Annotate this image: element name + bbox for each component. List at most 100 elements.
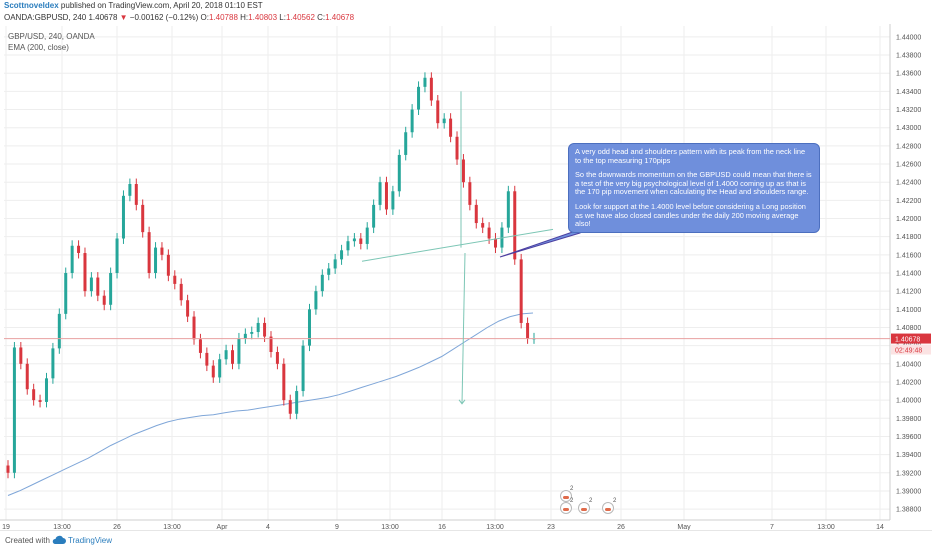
candle[interactable]: [365, 227, 369, 244]
candle[interactable]: [12, 347, 16, 473]
candle[interactable]: [237, 338, 241, 364]
candle[interactable]: [391, 191, 395, 210]
candle[interactable]: [160, 247, 164, 255]
candle[interactable]: [359, 238, 363, 244]
candle[interactable]: [70, 245, 74, 273]
y-tick-label: 1.41200: [896, 289, 921, 296]
candle[interactable]: [173, 275, 177, 284]
candle[interactable]: [333, 259, 337, 269]
candle[interactable]: [109, 273, 113, 305]
candle[interactable]: [455, 136, 459, 160]
tradingview-logo-text[interactable]: TradingView: [68, 536, 113, 545]
candle[interactable]: [442, 118, 446, 124]
candle[interactable]: [519, 259, 523, 323]
candle[interactable]: [423, 77, 427, 87]
price-chart[interactable]: 1.38800 1.39000 1.39200 1.39400 1.39600 1.398…: [0, 24, 932, 530]
neckline-drawing[interactable]: [361, 228, 554, 262]
candle[interactable]: [275, 352, 279, 364]
legend-instrument[interactable]: GBP/USD, 240, OANDA: [8, 32, 95, 41]
candle[interactable]: [256, 322, 260, 333]
candle[interactable]: [25, 363, 29, 390]
candle[interactable]: [141, 204, 145, 233]
candle[interactable]: [134, 184, 138, 205]
candle[interactable]: [166, 254, 170, 276]
candle[interactable]: [115, 238, 119, 273]
economic-event-icon[interactable]: [578, 502, 590, 514]
author-name[interactable]: Scottnoveldex: [4, 1, 59, 10]
candle[interactable]: [224, 350, 228, 360]
candle[interactable]: [44, 378, 48, 402]
candle[interactable]: [320, 274, 324, 292]
candle[interactable]: [19, 347, 23, 364]
candle[interactable]: [397, 154, 401, 192]
legend-indicator[interactable]: EMA (200, close): [8, 43, 69, 52]
candle[interactable]: [121, 195, 125, 239]
candle[interactable]: [6, 465, 10, 473]
economic-event-icon[interactable]: [560, 490, 572, 502]
candle[interactable]: [102, 295, 106, 305]
x-tick-label: 4: [266, 524, 270, 530]
high-value: 1.40803: [248, 13, 278, 22]
candle[interactable]: [513, 191, 517, 260]
candle[interactable]: [506, 191, 510, 228]
candle[interactable]: [57, 313, 61, 349]
candle[interactable]: [263, 322, 267, 337]
low-label: L:: [279, 13, 286, 22]
candle[interactable]: [51, 348, 55, 379]
candle[interactable]: [404, 132, 408, 155]
candle[interactable]: [38, 400, 42, 402]
candle[interactable]: [288, 400, 292, 414]
y-tick-label: 1.44000: [896, 34, 921, 41]
candle[interactable]: [282, 363, 286, 401]
candle[interactable]: [89, 277, 93, 292]
candle[interactable]: [449, 118, 453, 137]
candle[interactable]: [77, 245, 81, 254]
candle[interactable]: [218, 359, 222, 378]
candle[interactable]: [410, 109, 414, 133]
candle[interactable]: [481, 223, 485, 228]
candle[interactable]: [198, 339, 202, 353]
candle[interactable]: [352, 238, 356, 242]
candle[interactable]: [243, 333, 247, 339]
candle[interactable]: [32, 389, 36, 401]
candle[interactable]: [147, 232, 151, 273]
candle[interactable]: [429, 77, 433, 101]
candle[interactable]: [461, 159, 465, 183]
candle[interactable]: [250, 332, 254, 334]
candle[interactable]: [346, 241, 350, 251]
candle[interactable]: [494, 238, 498, 248]
tradingview-cloud-icon: [52, 535, 66, 544]
economic-event-icon[interactable]: [602, 502, 614, 514]
candle[interactable]: [205, 352, 209, 366]
candle[interactable]: [468, 182, 472, 205]
candle[interactable]: [436, 100, 440, 124]
candle[interactable]: [307, 309, 311, 346]
candle[interactable]: [378, 182, 382, 205]
target-projection-line[interactable]: [461, 253, 466, 404]
economic-event-icon[interactable]: [560, 502, 572, 514]
candle[interactable]: [231, 350, 235, 364]
candle[interactable]: [192, 316, 196, 340]
candle[interactable]: [474, 204, 478, 224]
candle[interactable]: [384, 182, 388, 210]
candle[interactable]: [417, 86, 421, 110]
candle[interactable]: [269, 336, 273, 353]
candle[interactable]: [295, 391, 299, 414]
annotation-callout[interactable]: A very odd head and shoulders pattern wi…: [568, 143, 820, 233]
candle[interactable]: [327, 268, 331, 275]
candle[interactable]: [64, 273, 68, 314]
candle[interactable]: [487, 227, 491, 239]
candle[interactable]: [526, 322, 530, 339]
candle[interactable]: [340, 250, 344, 260]
candle[interactable]: [211, 365, 215, 378]
candle[interactable]: [301, 345, 305, 392]
candle[interactable]: [314, 291, 318, 310]
candle[interactable]: [83, 253, 87, 292]
candle[interactable]: [179, 283, 183, 301]
ema-200-line: [7, 312, 534, 496]
candle[interactable]: [372, 204, 376, 228]
candle[interactable]: [186, 300, 190, 317]
candle[interactable]: [96, 277, 100, 296]
candle[interactable]: [128, 184, 132, 196]
candle[interactable]: [154, 247, 158, 273]
